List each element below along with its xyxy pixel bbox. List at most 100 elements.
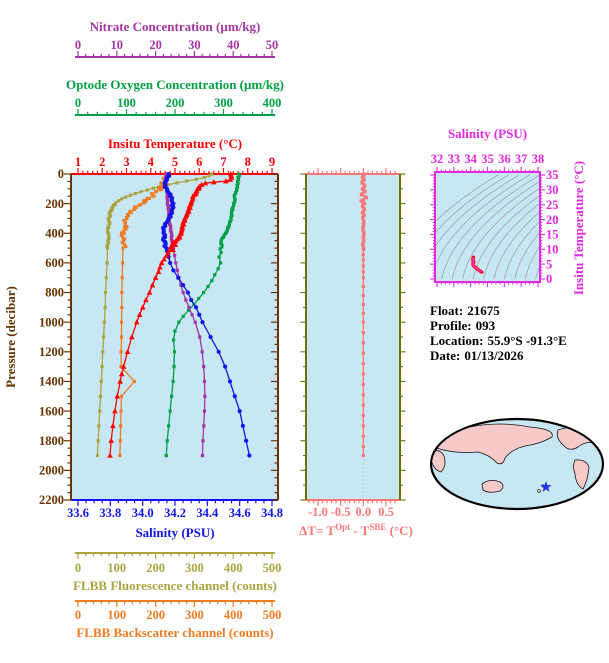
info-label: Float: bbox=[430, 303, 464, 318]
info-value: 21675 bbox=[467, 303, 500, 318]
axis-label: 7 bbox=[220, 155, 226, 169]
axis-title-oxygen: Optode Oxygen Concentration (µm/kg) bbox=[66, 77, 284, 92]
axis-label: 9 bbox=[269, 155, 275, 169]
axis-label: 38 bbox=[532, 152, 545, 166]
axis-label: 0 bbox=[75, 96, 81, 110]
axis-label: 0 bbox=[75, 561, 81, 575]
axis-label: 33 bbox=[448, 152, 461, 166]
axis-title-fluor: FLBB Fluorescence channel (counts) bbox=[73, 578, 277, 593]
axis-label: 8 bbox=[245, 155, 251, 169]
axis-label: 33.6 bbox=[67, 506, 89, 520]
axis-label: 1000 bbox=[39, 315, 64, 329]
axis-label: 36 bbox=[498, 152, 511, 166]
world-map bbox=[429, 417, 605, 511]
axis-title-ts-salinity: Salinity (PSU) bbox=[448, 126, 527, 141]
float-info-block: Float: 21675 Profile: 093 Location: 55.9°S … bbox=[430, 303, 571, 363]
axis-label: 500 bbox=[263, 561, 282, 575]
axis-label: 100 bbox=[107, 608, 126, 622]
float-info-line: Profile: 093 bbox=[430, 318, 571, 333]
axis-label: 34.2 bbox=[164, 506, 186, 520]
map-island bbox=[537, 489, 541, 493]
axis-label: 2000 bbox=[39, 464, 64, 478]
map-continent bbox=[432, 450, 446, 473]
axis-label: 1200 bbox=[39, 345, 64, 359]
axis-label: 200 bbox=[45, 197, 64, 211]
map-continent bbox=[578, 426, 592, 434]
axis-label: 10 bbox=[546, 242, 559, 256]
map-continent bbox=[481, 480, 504, 493]
series-insitu-temperature bbox=[107, 171, 235, 458]
axis-label: 300 bbox=[185, 608, 204, 622]
axis-label: 0 bbox=[75, 38, 81, 52]
axis-label: 10 bbox=[111, 38, 124, 52]
axis-label: 1 bbox=[75, 155, 81, 169]
axis-label: 400 bbox=[45, 226, 64, 240]
axis-label: 2200 bbox=[39, 493, 64, 507]
axis-label: -1.0 bbox=[308, 505, 328, 519]
axis-label: 20 bbox=[546, 213, 559, 227]
axis-title-nitrate: Nitrate Concentration (µm/kg) bbox=[90, 19, 261, 34]
axis-label: 600 bbox=[45, 256, 64, 270]
info-value: 093 bbox=[475, 318, 496, 333]
info-label: Location: bbox=[430, 333, 484, 348]
axis-label: 34.6 bbox=[229, 506, 251, 520]
map-continent bbox=[573, 459, 590, 490]
axis-label: 33.8 bbox=[99, 506, 121, 520]
axis-label: 400 bbox=[224, 608, 243, 622]
axis-label: 500 bbox=[263, 608, 282, 622]
axis-label: 100 bbox=[107, 561, 126, 575]
axis-label: 0.5 bbox=[378, 505, 394, 519]
axis-label: 34.4 bbox=[196, 506, 219, 520]
series-optode-oxygen bbox=[164, 172, 241, 458]
ts-plot-area bbox=[435, 172, 540, 282]
delta-t-plot-area bbox=[306, 174, 400, 500]
axis-label: 37 bbox=[515, 152, 528, 166]
axis-oxygen: 0 100 200 300 400 Optode Oxygen Concentration… bbox=[66, 77, 284, 116]
delta-t-panel: -1.0 -0.5 0.0 0.5 ΔT= TOpt - TSBE (°C) bbox=[299, 168, 413, 538]
map-continent bbox=[435, 423, 553, 465]
axis-label: 1800 bbox=[39, 434, 64, 448]
axis-label: 1600 bbox=[39, 404, 64, 418]
axis-label: 30 bbox=[188, 38, 201, 52]
axis-pressure: 0 200 400 600 800 1000 1200 1400 1600 1800 2000 220… bbox=[3, 167, 279, 507]
axis-bks: 0 100 200 300 400 500 FLBB Backscatter channel… bbox=[75, 600, 282, 640]
axis-label: 50 bbox=[266, 38, 279, 52]
float-info-line: Date: 01/13/2026 bbox=[430, 348, 571, 363]
axis-label: 200 bbox=[166, 96, 185, 110]
series-salinity bbox=[160, 171, 252, 458]
axis-label: 34.8 bbox=[261, 506, 283, 520]
axis-label: 400 bbox=[224, 561, 243, 575]
axis-label: 100 bbox=[117, 96, 136, 110]
series--t bbox=[359, 172, 369, 458]
float-info-line: Float: 21675 bbox=[430, 303, 571, 318]
axis-label: 3 bbox=[123, 155, 129, 169]
axis-title-pressure: Pressure (decibar) bbox=[3, 286, 18, 388]
axis-label: 0 bbox=[58, 167, 64, 181]
axis-label: 0.0 bbox=[356, 505, 372, 519]
ts-curve-highlight bbox=[472, 256, 483, 273]
axis-title-ts-temperature: Insitu Temperature (°C) bbox=[571, 161, 586, 295]
axis-label: 20 bbox=[149, 38, 162, 52]
axis-label: 40 bbox=[227, 38, 240, 52]
isopycnal-contours bbox=[436, 174, 539, 280]
axis-label: 30 bbox=[546, 183, 559, 197]
axis-label: -0.5 bbox=[331, 505, 351, 519]
axis-temp: 1 2 3 4 5 6 7 8 9 Insitu Temperature (°C) bbox=[71, 136, 278, 175]
axis-fluor: 0 100 200 300 400 500 FLBB Fluorescence channe… bbox=[73, 552, 282, 593]
axis-label: 5 bbox=[546, 257, 552, 271]
axis-label: 300 bbox=[214, 96, 233, 110]
info-label: Profile: bbox=[430, 318, 472, 333]
axis-label: 34 bbox=[464, 152, 477, 166]
axis-label: 2 bbox=[99, 155, 105, 169]
axis-label: 34.0 bbox=[132, 506, 154, 520]
float-info-line: Location: 55.9°S -91.3°E bbox=[430, 333, 571, 348]
axis-label: 800 bbox=[45, 286, 64, 300]
axis-label: 200 bbox=[146, 561, 165, 575]
axis-label: 6 bbox=[196, 155, 202, 169]
axis-label: 25 bbox=[546, 198, 559, 212]
axis-label: 32 bbox=[431, 152, 444, 166]
axis-title-bks: FLBB Backscatter channel (counts) bbox=[76, 625, 273, 640]
